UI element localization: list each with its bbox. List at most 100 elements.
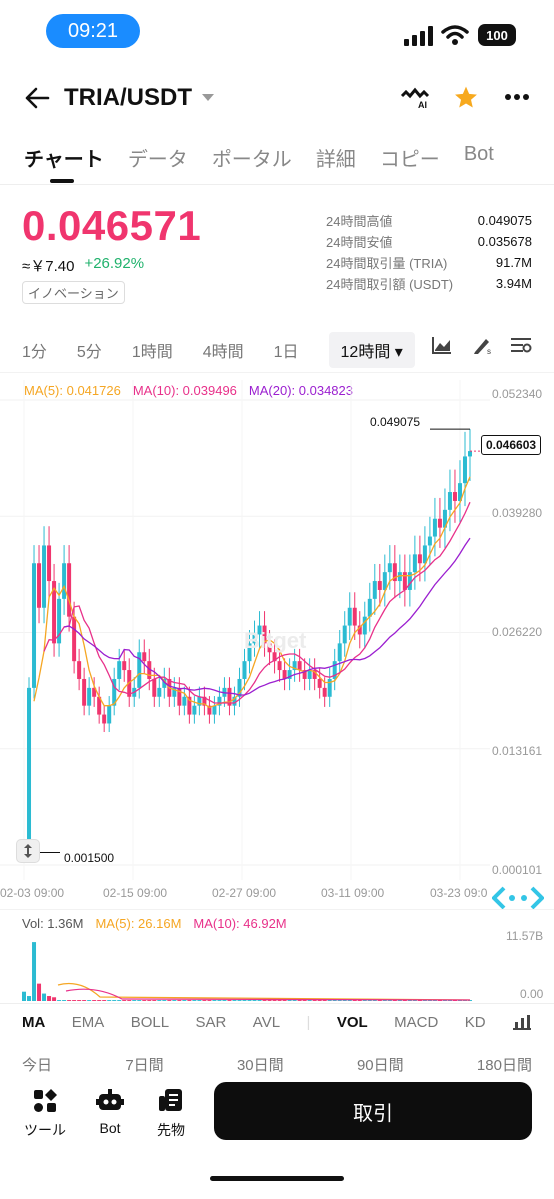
- tools-button[interactable]: ツール: [24, 1088, 66, 1140]
- back-arrow-icon[interactable]: [24, 86, 50, 110]
- candle-body: [262, 625, 267, 644]
- futures-button[interactable]: 先物: [157, 1088, 185, 1140]
- candle-body: [187, 696, 192, 715]
- candle-body: [52, 581, 57, 644]
- indicator-sar[interactable]: SAR: [195, 1014, 227, 1031]
- home-indicator: [210, 1176, 344, 1181]
- candle-body: [207, 705, 212, 715]
- range-90d[interactable]: 90日間: [356, 1057, 404, 1074]
- interval-4h[interactable]: 4時間: [202, 344, 244, 361]
- volume-bar: [127, 1000, 132, 1001]
- ma-legend: MA(5): 0.041726 MA(10): 0.039496 MA(20):…: [24, 383, 353, 398]
- chevron-down-icon[interactable]: [202, 94, 214, 102]
- stat-volume-label: 24時間取引量 (TRIA): [326, 256, 448, 271]
- volume-bar: [192, 1000, 197, 1001]
- pair-title[interactable]: TRIA/USDT: [64, 84, 192, 111]
- tab-chart[interactable]: チャート: [24, 149, 104, 171]
- volume-bar: [382, 1000, 387, 1001]
- tab-data[interactable]: データ: [127, 149, 188, 171]
- divider: [0, 372, 554, 373]
- bot-button[interactable]: Bot: [96, 1088, 124, 1136]
- star-icon[interactable]: [453, 85, 479, 110]
- candle-body: [297, 661, 302, 671]
- scale-handle[interactable]: [16, 839, 40, 863]
- candle-body: [347, 607, 352, 626]
- volume-bar: [57, 1000, 62, 1001]
- draw-tool-icon[interactable]: s: [472, 335, 494, 355]
- interval-5m[interactable]: 5分: [76, 344, 102, 361]
- volume-bar: [317, 1000, 322, 1001]
- tab-copy[interactable]: コピー: [379, 149, 440, 171]
- candle-body: [77, 661, 82, 679]
- indicator-tabs: MA EMA BOLL SAR AVL | VOL MACD KD: [22, 1014, 532, 1032]
- expand-chart-button[interactable]: [491, 884, 545, 912]
- candle-body: [457, 483, 462, 501]
- candle-body: [252, 634, 257, 644]
- volume-bar: [167, 1000, 172, 1001]
- candle-body: [257, 625, 262, 635]
- volume-bar: [162, 1000, 167, 1001]
- chart-type-icon[interactable]: [432, 336, 452, 354]
- candle-body: [342, 625, 347, 644]
- candle-body: [372, 581, 377, 599]
- date-axis-label: 03-23 09:0: [430, 886, 488, 900]
- range-180d[interactable]: 180日間: [476, 1057, 532, 1074]
- candle-body: [127, 670, 132, 697]
- volume-bar: [377, 1000, 382, 1001]
- category-badge[interactable]: イノベーション: [22, 281, 125, 304]
- volume-bar: [277, 1000, 282, 1001]
- range-30d[interactable]: 30日間: [236, 1057, 284, 1074]
- interval-1h[interactable]: 1時間: [131, 344, 173, 361]
- fiat-price: ≈￥7.40: [22, 258, 75, 275]
- volume-bar: [432, 1000, 437, 1001]
- volume-bar: [117, 1000, 122, 1001]
- indicator-vol[interactable]: VOL: [336, 1014, 368, 1031]
- candle-body: [337, 643, 342, 662]
- tab-bot[interactable]: Bot: [463, 143, 494, 165]
- volume-bar: [242, 1000, 247, 1001]
- interval-12h[interactable]: 12時間 ▾: [328, 332, 415, 368]
- interval-1d[interactable]: 1日: [273, 344, 299, 361]
- candle-body: [452, 492, 457, 501]
- stat-turnover-value: 3.94M: [495, 276, 532, 291]
- volume-bar: [347, 1000, 352, 1001]
- interval-1m[interactable]: 1分: [22, 344, 47, 361]
- candle-body: [82, 678, 87, 706]
- indicator-kd[interactable]: KD: [464, 1014, 486, 1031]
- divider: [0, 909, 554, 910]
- volume-bar: [442, 1000, 447, 1001]
- volume-bar: [237, 1000, 242, 1001]
- indicator-ma[interactable]: MA: [22, 1014, 46, 1031]
- indicator-avl[interactable]: AVL: [252, 1014, 281, 1031]
- volume-bar: [417, 1000, 422, 1001]
- tab-details[interactable]: 詳細: [315, 149, 356, 171]
- price-chart[interactable]: [0, 380, 554, 900]
- last-price-tag: 0.046603: [481, 435, 542, 455]
- indicator-ema[interactable]: EMA: [71, 1014, 105, 1031]
- candle-body: [362, 616, 367, 635]
- candle-body: [312, 670, 317, 679]
- volume-bar: [87, 1000, 92, 1001]
- top-tabs: チャート データ ポータル 詳細 コピー Bot: [24, 143, 518, 172]
- range-today[interactable]: 今日: [22, 1057, 53, 1074]
- range-7d[interactable]: 7日間: [125, 1057, 164, 1074]
- volume-bar: [122, 1000, 127, 1001]
- volume-bar: [62, 1000, 67, 1001]
- candle-body: [412, 554, 417, 573]
- divider: [0, 184, 554, 185]
- ai-icon[interactable]: AI: [400, 86, 430, 110]
- candle-body: [317, 678, 322, 688]
- tab-portal[interactable]: ポータル: [211, 149, 292, 171]
- svg-text:AI: AI: [418, 100, 427, 110]
- volume-label: Vol: 1.36M: [22, 916, 84, 931]
- candle-body: [427, 536, 432, 546]
- indicator-boll[interactable]: BOLL: [130, 1014, 170, 1031]
- volume-bar: [387, 1000, 392, 1001]
- indicator-settings-icon[interactable]: [510, 336, 532, 354]
- volume-bar: [67, 1000, 72, 1001]
- indicator-macd[interactable]: MACD: [394, 1014, 439, 1031]
- trade-button[interactable]: 取引: [214, 1082, 532, 1140]
- indicator-settings-icon[interactable]: [512, 1014, 532, 1032]
- more-icon[interactable]: [505, 94, 529, 100]
- ma10-line: [43, 501, 471, 704]
